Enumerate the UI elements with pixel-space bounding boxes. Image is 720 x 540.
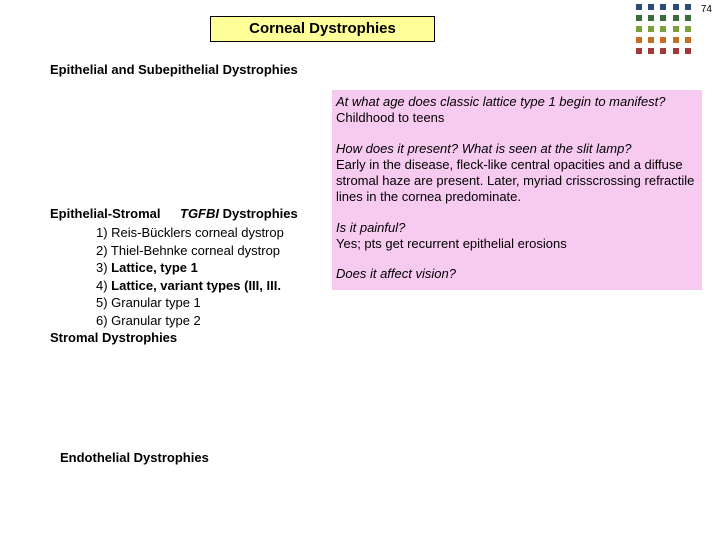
list-item: 6) Granular type 2 bbox=[96, 312, 284, 330]
popup-answer: Childhood to teens bbox=[336, 110, 698, 126]
list-item: 1) Reis-Bücklers corneal dystrop bbox=[96, 224, 284, 242]
heading-epithelial-stromal-part2: TGFBI Dystrophies bbox=[180, 206, 298, 221]
decorative-dot bbox=[648, 15, 654, 21]
list-item: 2) Thiel-Behnke corneal dystrop bbox=[96, 242, 284, 260]
decorative-dot bbox=[673, 48, 679, 54]
page-number: 74 bbox=[701, 4, 712, 15]
decorative-dot bbox=[685, 15, 691, 21]
decorative-dot bbox=[673, 37, 679, 43]
decorative-dot bbox=[685, 4, 691, 10]
dystrophy-list: 1) Reis-Bücklers corneal dystrop 2) Thie… bbox=[96, 224, 284, 329]
decorative-dot bbox=[685, 37, 691, 43]
decorative-dot bbox=[636, 4, 642, 10]
decorative-dot bbox=[660, 15, 666, 21]
popup-question: At what age does classic lattice type 1 … bbox=[336, 94, 666, 109]
heading-epithelial-stromal-part1: Epithelial-Stromal bbox=[50, 206, 161, 221]
popup-answer: Yes; pts get recurrent epithelial erosio… bbox=[336, 236, 698, 252]
decorative-dot bbox=[636, 48, 642, 54]
decorative-dot bbox=[660, 48, 666, 54]
decorative-dot bbox=[636, 15, 642, 21]
list-item-prefix: 3) bbox=[96, 260, 111, 275]
heading-text-bold: Epithelial-Stromal bbox=[50, 206, 161, 221]
list-item: 4) Lattice, variant types (III, III. bbox=[96, 277, 284, 295]
popup-answer: Early in the disease, fleck-like central… bbox=[336, 157, 698, 206]
slide-title: Corneal Dystrophies bbox=[210, 16, 435, 42]
info-popup: At what age does classic lattice type 1 … bbox=[332, 90, 702, 290]
heading-epithelial-subepithelial: Epithelial and Subepithelial Dystrophies bbox=[50, 62, 298, 77]
list-item-bold: Lattice, type 1 bbox=[111, 260, 198, 275]
decorative-dot bbox=[685, 48, 691, 54]
decorative-dot bbox=[636, 37, 642, 43]
popup-question: How does it present? What is seen at the… bbox=[336, 141, 632, 156]
popup-question: Is it painful? bbox=[336, 220, 405, 235]
popup-question: Does it affect vision? bbox=[336, 266, 456, 281]
decorative-dot bbox=[660, 37, 666, 43]
decorative-dot bbox=[648, 4, 654, 10]
list-item-bold: Lattice, variant types (III, III. bbox=[111, 278, 281, 293]
heading-text-bold2: Dystrophies bbox=[223, 206, 298, 221]
decorative-dot bbox=[660, 4, 666, 10]
heading-text-italic: TGFBI bbox=[180, 206, 219, 221]
decorative-dot bbox=[660, 26, 666, 32]
decorative-dot-grid bbox=[636, 4, 692, 54]
decorative-dot bbox=[648, 26, 654, 32]
heading-stromal: Stromal Dystrophies bbox=[50, 330, 177, 345]
list-item: 5) Granular type 1 bbox=[96, 294, 284, 312]
decorative-dot bbox=[648, 48, 654, 54]
decorative-dot bbox=[648, 37, 654, 43]
decorative-dot bbox=[673, 26, 679, 32]
heading-endothelial: Endothelial Dystrophies bbox=[60, 450, 209, 465]
decorative-dot bbox=[673, 4, 679, 10]
list-item: 3) Lattice, type 1 bbox=[96, 259, 284, 277]
decorative-dot bbox=[685, 26, 691, 32]
decorative-dot bbox=[636, 26, 642, 32]
decorative-dot bbox=[673, 15, 679, 21]
list-item-prefix: 4) bbox=[96, 278, 111, 293]
